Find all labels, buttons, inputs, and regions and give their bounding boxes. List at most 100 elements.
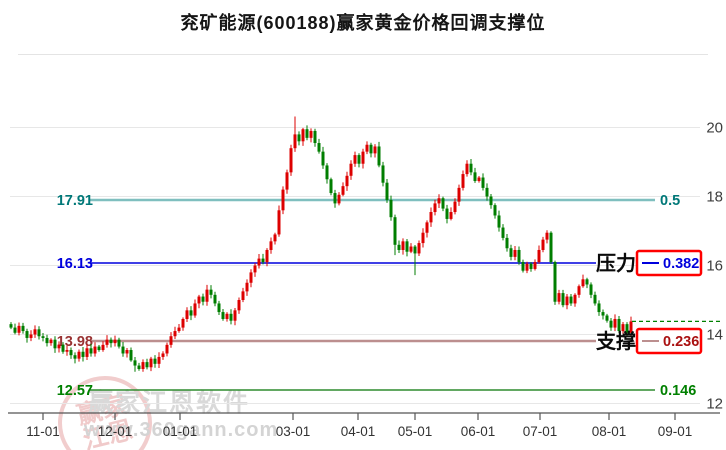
candle-body (625, 324, 629, 333)
candle-body (333, 193, 337, 204)
candle-body (57, 344, 61, 349)
candle-body (569, 296, 573, 304)
candle-body (173, 331, 177, 337)
candle-body (345, 175, 349, 187)
level-ratio-label: 0.5 (660, 193, 680, 209)
candle-body (49, 339, 53, 344)
candle-body (301, 129, 305, 142)
candle-body (261, 258, 265, 263)
candle-body (25, 331, 29, 338)
candle-body (561, 293, 565, 306)
candle-body (421, 232, 425, 244)
candle-body (565, 296, 569, 306)
watermark-url-text: www.360gann.com (84, 419, 279, 441)
candle-body (189, 310, 193, 316)
candle-body (525, 263, 529, 271)
candle-body (601, 312, 605, 316)
candle-body (329, 179, 333, 194)
candle-body (509, 248, 513, 257)
candle-body (581, 279, 585, 287)
candle-body (473, 172, 477, 181)
candle-body (325, 165, 329, 180)
candle-body (149, 358, 153, 368)
candle-body (605, 315, 609, 321)
candle-body (557, 293, 561, 302)
candle-body (265, 249, 269, 263)
candle-body (209, 289, 213, 295)
x-axis-label: 11-01 (26, 424, 60, 439)
x-axis-label: 08-01 (592, 424, 627, 439)
candle-body (545, 232, 549, 240)
y-axis-label: 20 (706, 120, 723, 137)
candle-body (517, 249, 521, 263)
candle-body (97, 346, 101, 351)
candle-body (393, 217, 397, 245)
candle-body (305, 129, 309, 138)
candle-body (273, 234, 277, 242)
candle-body (369, 144, 373, 154)
candle-body (529, 263, 533, 269)
candle-body (429, 212, 433, 223)
candle-body (205, 289, 209, 302)
candle-body (37, 329, 41, 337)
candle-body (197, 296, 201, 304)
grid-layer: 20 18 16 14 12 (10, 120, 723, 413)
level-price-label: 16.13 (57, 256, 93, 272)
candle-body (229, 313, 233, 321)
candle-body (573, 294, 577, 304)
candle-body (337, 194, 341, 204)
candle-body (121, 346, 125, 354)
candle-body (585, 279, 589, 285)
level-ratio-label: 0.146 (660, 383, 696, 399)
candle-body (469, 163, 473, 173)
candle-body (221, 312, 225, 319)
x-axis-layer: 11-01 12-01 01-01 03-01 04-01 05-01 06-01 07-01… (8, 412, 720, 439)
candle-body (425, 222, 429, 233)
candle-body (485, 187, 489, 197)
x-axis-label: 05-01 (398, 424, 433, 439)
candle-body (445, 208, 449, 219)
candle-body (193, 303, 197, 316)
x-axis-label: 12-01 (98, 424, 133, 439)
candle-body (437, 198, 441, 204)
candle-body (409, 246, 413, 252)
candle-body (33, 329, 37, 335)
candle-body (321, 151, 325, 166)
page-title: 兖矿能源(600188)赢家黄金价格回调支撑位 (180, 13, 546, 33)
candle-body (53, 339, 57, 349)
level-price-label: 13.98 (57, 334, 93, 350)
y-axis-label: 18 (706, 189, 723, 206)
candle-body (145, 362, 149, 368)
title-divider (18, 54, 708, 55)
candle-body (81, 351, 85, 357)
candle-body (353, 155, 357, 164)
y-axis-label: 14 (706, 327, 723, 344)
candle-body (549, 232, 553, 263)
candle-body (13, 327, 17, 333)
candle-body (341, 186, 345, 195)
candle-body (113, 339, 117, 344)
candle-body (69, 350, 73, 356)
candle-body (101, 344, 105, 351)
candle-body (21, 325, 25, 332)
candle-body (465, 163, 469, 175)
candle-body (397, 244, 401, 250)
candle-body (73, 355, 77, 359)
level-ratio-value: 0.236 (663, 334, 699, 350)
candle-body (493, 205, 497, 216)
x-axis-label: 09-01 (658, 424, 693, 439)
candle-body (389, 199, 393, 218)
candle-body (137, 365, 141, 369)
candle-body (289, 148, 293, 173)
candle-body (169, 336, 173, 345)
candle-body (521, 262, 525, 271)
candle-body (9, 324, 13, 328)
candle-body (141, 362, 145, 369)
candle-body (249, 272, 253, 283)
candle-body (65, 350, 69, 352)
candle-body (201, 296, 205, 302)
x-axis-label: 04-01 (341, 424, 376, 439)
candle-body (45, 337, 49, 344)
candle-body (489, 196, 493, 206)
